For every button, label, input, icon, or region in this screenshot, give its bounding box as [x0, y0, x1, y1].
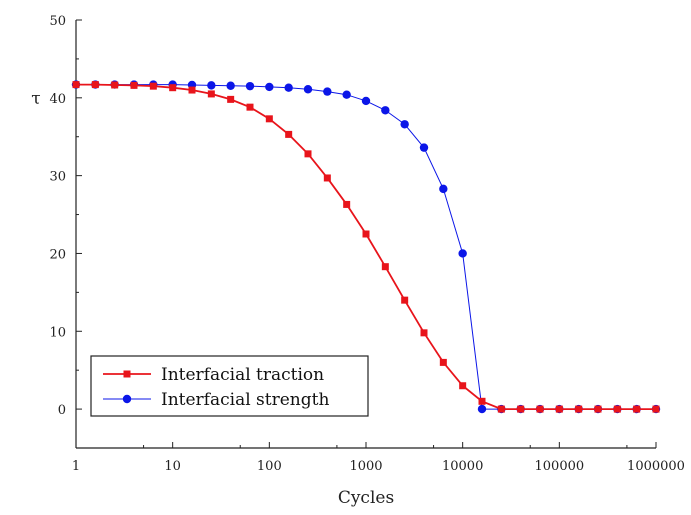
- legend: Interfacial traction Interfacial strength: [90, 355, 369, 417]
- legend-label: Interfacial strength: [161, 390, 329, 410]
- data-point: [439, 358, 447, 366]
- x-tick-label: 10: [164, 459, 181, 474]
- y-tick-label: 40: [49, 92, 66, 107]
- data-point: [594, 405, 602, 413]
- data-point: [343, 200, 351, 208]
- data-point: [323, 174, 331, 182]
- series-layer: [71, 80, 661, 414]
- legend-box: [90, 355, 369, 417]
- labels-layer: 0 10 20 30 40 50 1 10 100 1000 10000 100000 1000000 C…: [31, 14, 685, 508]
- data-point: [459, 382, 467, 390]
- data-point: [575, 405, 583, 413]
- y-tick-label: 50: [49, 14, 66, 29]
- data-point: [207, 90, 215, 98]
- data-point: [361, 96, 371, 106]
- data-point: [342, 90, 351, 99]
- data-point: [478, 397, 486, 405]
- x-tick-label: 1000: [349, 459, 382, 474]
- y-tick-label: 30: [49, 170, 66, 185]
- series-interfacial-traction: [72, 81, 660, 413]
- y-tick-label: 10: [49, 325, 66, 340]
- data-point: [111, 81, 119, 89]
- data-point: [400, 120, 409, 129]
- data-point: [381, 106, 390, 115]
- axes-frame: [75, 19, 657, 449]
- y-axis-title: τ: [31, 89, 40, 109]
- data-point: [284, 83, 293, 92]
- data-point: [130, 81, 138, 89]
- data-point: [477, 404, 487, 414]
- data-point: [381, 263, 389, 271]
- data-point: [226, 81, 235, 90]
- data-point: [362, 230, 370, 238]
- data-point: [536, 405, 544, 413]
- data-point: [169, 84, 177, 92]
- data-point: [497, 405, 505, 413]
- data-point: [304, 150, 312, 158]
- data-point: [227, 95, 235, 103]
- data-point: [652, 405, 660, 413]
- data-point: [613, 405, 621, 413]
- data-point: [188, 86, 196, 94]
- data-point: [265, 82, 274, 92]
- data-point: [246, 103, 254, 111]
- x-tick-label: 10000: [442, 459, 483, 474]
- data-point: [555, 405, 563, 413]
- legend-entry: Interfacial strength: [103, 390, 329, 410]
- data-point: [401, 296, 409, 304]
- data-point: [633, 405, 641, 413]
- data-point: [72, 81, 80, 89]
- legend-label: Interfacial traction: [161, 365, 324, 385]
- legend-marker: [123, 370, 131, 378]
- data-point: [420, 329, 428, 337]
- x-axis-title: Cycles: [338, 488, 394, 508]
- data-point: [245, 81, 255, 91]
- data-point: [91, 81, 99, 89]
- data-point: [517, 405, 525, 413]
- y-tick-label: 0: [58, 403, 66, 418]
- data-point: [439, 184, 448, 194]
- legend-marker: [122, 394, 132, 404]
- x-tick-label: 100: [257, 459, 282, 474]
- data-point: [303, 85, 313, 94]
- x-tick-label: 100000: [535, 459, 585, 474]
- data-point: [419, 143, 429, 152]
- data-point: [285, 130, 293, 138]
- data-point: [265, 115, 273, 123]
- x-tick-label: 1000000: [627, 459, 685, 474]
- data-point: [458, 249, 467, 258]
- x-tick-label: 1: [72, 459, 80, 474]
- legend-entry: Interfacial traction: [103, 365, 324, 385]
- data-point: [207, 81, 216, 90]
- data-point: [323, 87, 332, 96]
- data-point: [149, 82, 157, 90]
- y-tick-label: 20: [49, 247, 66, 262]
